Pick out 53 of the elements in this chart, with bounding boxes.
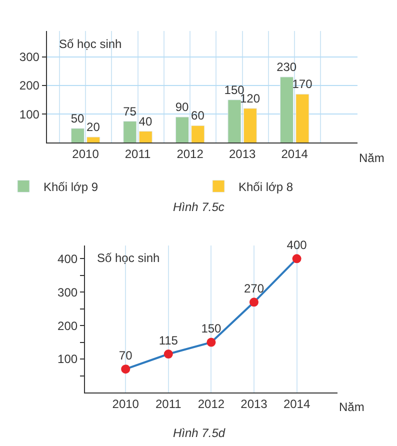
y-tick-label: 200 xyxy=(19,78,40,93)
point xyxy=(250,298,258,307)
x-tick-label: 2014 xyxy=(283,396,310,411)
data-label: 50 xyxy=(70,111,85,126)
y-tick-label: 100 xyxy=(19,107,40,122)
text: Hình 7.5d xyxy=(173,426,226,440)
point xyxy=(164,350,173,359)
data-label: 270 xyxy=(244,282,264,296)
bar xyxy=(228,100,242,143)
x-axis-title: Năm xyxy=(359,151,384,165)
text: Hình 7.5c xyxy=(173,200,224,214)
legend-label: Khối lớp 8 xyxy=(238,180,294,194)
x-axis-title: Năm xyxy=(339,400,364,414)
data-label: 230 xyxy=(276,60,297,74)
bar xyxy=(280,76,294,143)
data-label: 90 xyxy=(175,100,190,114)
data-label: 170 xyxy=(292,77,313,92)
x-tick-label: 2013 xyxy=(228,147,256,162)
data-label: 400 xyxy=(286,238,308,252)
y-axis-title: Số học sinh xyxy=(97,251,160,265)
bar xyxy=(191,125,205,143)
x-tick-label: 2012 xyxy=(198,396,225,411)
bar xyxy=(123,121,137,143)
data-label: 150 xyxy=(201,322,222,336)
x-tick-label: 2013 xyxy=(240,396,268,411)
y-tick-label: 300 xyxy=(58,285,78,300)
data-label: 75 xyxy=(123,104,137,118)
data-label: 40 xyxy=(138,114,152,128)
data-label: 115 xyxy=(158,333,178,348)
bar xyxy=(296,94,310,143)
point xyxy=(206,338,216,347)
x-tick-label: 2014 xyxy=(281,147,308,162)
x-tick-label: 2010 xyxy=(72,147,100,162)
x-tick-label: 2011 xyxy=(156,396,182,411)
bar xyxy=(86,136,100,143)
bar xyxy=(70,128,84,143)
point xyxy=(121,364,130,374)
bar xyxy=(243,108,257,143)
y-tick-label: 200 xyxy=(58,318,78,333)
x-tick-label: 2012 xyxy=(176,147,204,162)
y-axis-title: Số học sinh xyxy=(59,37,122,51)
x-tick-label: 2011 xyxy=(124,147,152,162)
x-tick-label: 2010 xyxy=(112,396,140,411)
bar xyxy=(138,131,152,143)
y-tick-label: 400 xyxy=(58,252,78,266)
data-label: 60 xyxy=(191,108,205,123)
point xyxy=(292,254,302,264)
legend-label: Khối lớp 9 xyxy=(44,180,98,194)
y-tick-label: 100 xyxy=(58,352,78,366)
data-label: 20 xyxy=(86,120,100,134)
y-tick-label: 300 xyxy=(19,50,40,64)
data-label: 70 xyxy=(118,348,133,362)
bar xyxy=(175,116,189,143)
